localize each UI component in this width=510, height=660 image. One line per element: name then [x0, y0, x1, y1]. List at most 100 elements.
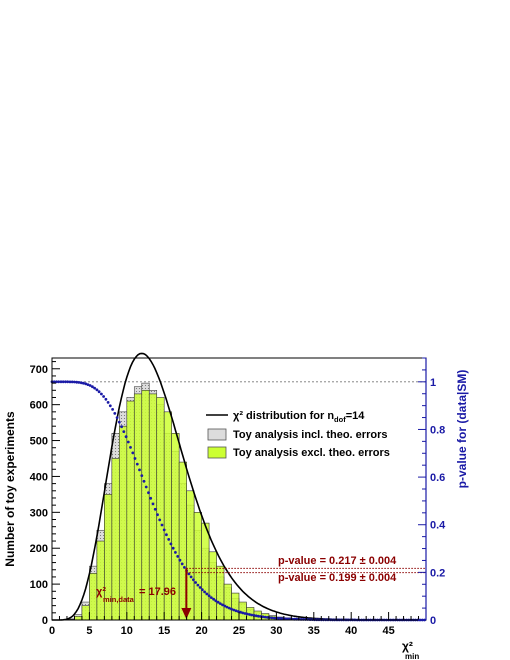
x-axis-label: χ² — [402, 639, 413, 653]
pvalue-point — [95, 388, 99, 392]
x-tick-label: 20 — [195, 625, 207, 637]
pvalue-point — [91, 385, 94, 389]
chi2-data-sub: min,data — [103, 595, 135, 604]
pvalue-point — [225, 605, 229, 609]
y-right-tick-label: 1 — [430, 377, 436, 389]
y-axis-right: 0 0.2 0.4 0.6 0.8 1 — [418, 357, 446, 627]
hist-excl-bar — [126, 400, 135, 621]
pvalue-point — [221, 603, 224, 607]
pvalue-point — [102, 395, 105, 398]
data-arrow-group — [181, 568, 192, 619]
legend-incl-label: Toy analysis incl. theo. errors — [233, 429, 387, 441]
pvalue-point — [135, 462, 139, 466]
x-tick-label: 10 — [121, 625, 133, 637]
pvalue-point — [68, 380, 72, 384]
pvalue-point — [266, 616, 269, 619]
pvalue-point — [174, 551, 177, 554]
x-tick-label: 0 — [49, 625, 55, 637]
x-tick-label: 35 — [308, 625, 320, 637]
legend: χ² distribution for ndof=14 Toy analysis… — [206, 410, 390, 459]
pvalue-point — [270, 616, 274, 620]
pvalue-point — [196, 583, 200, 587]
pvalue-point — [147, 491, 150, 495]
pvalue-point — [61, 380, 65, 384]
y-left-tick-label: 700 — [30, 364, 48, 376]
y-right-tick-label: 0.2 — [430, 567, 445, 579]
pvalue-point — [167, 538, 171, 541]
pvalue-point — [187, 572, 191, 576]
pvalue-point — [254, 614, 258, 618]
pvalue-point — [142, 479, 146, 483]
hist-excl-bar — [96, 540, 105, 621]
pvalue-point — [97, 390, 101, 394]
hist-excl-bar — [223, 583, 232, 621]
y-left-tick-label: 0 — [42, 615, 48, 627]
pvalue-point — [162, 528, 166, 532]
pvalue-point — [239, 610, 242, 614]
pvalue-point — [243, 612, 247, 615]
pvalue-point — [73, 380, 76, 384]
pvalue-point — [192, 578, 195, 582]
pvalue-point — [230, 607, 233, 611]
chi2-data-value: = 17.96 — [139, 586, 176, 598]
pvalue-point — [232, 608, 236, 612]
x-axis-label-sub: min — [405, 652, 419, 660]
pvalue-point — [178, 558, 182, 562]
chi2-data-annotation: χ² min,data = 17.96 — [96, 586, 176, 604]
pvalue-point — [79, 381, 83, 385]
pvalue-point — [169, 542, 173, 546]
y-right-tick-label: 0 — [430, 615, 436, 627]
x-tick-label: 40 — [345, 625, 357, 637]
pvalue-point — [180, 562, 184, 566]
pvalue-point — [117, 420, 121, 424]
pvalue-point — [277, 616, 280, 620]
pvalue-point — [207, 594, 211, 598]
pvalue-point — [198, 586, 202, 589]
pvalue-point — [115, 416, 119, 419]
legend-chi2-label-main: χ² distribution for n — [233, 410, 334, 422]
pvalue-point — [261, 615, 265, 619]
legend-excl-swatch — [207, 446, 227, 459]
pvalue-point — [284, 617, 287, 621]
pvalue-point — [227, 606, 231, 610]
pvalue-point — [55, 380, 58, 384]
pvalue-point — [126, 440, 130, 444]
pvalue-point — [194, 581, 198, 584]
pvalue-point — [133, 457, 137, 460]
chi2-data-symbol: χ² — [96, 586, 106, 598]
x-tick-label: 30 — [270, 625, 282, 637]
pvalue-point — [66, 380, 70, 384]
pvalue-point — [138, 468, 141, 472]
pvalue-point — [223, 604, 227, 608]
hist-excl-bar — [193, 512, 202, 621]
pvalue-lines-group — [186, 567, 426, 574]
pvalue-point — [93, 386, 96, 390]
hist-excl-bar — [216, 565, 225, 621]
pvalue-point — [165, 533, 168, 537]
pvalue-point — [272, 616, 276, 620]
y-left-tick-label: 600 — [30, 400, 48, 412]
legend-chi2-label: χ² distribution for ndof=14 — [233, 410, 365, 424]
pvalue-point — [120, 425, 123, 429]
pvalue-point — [144, 485, 148, 489]
pvalue-point — [75, 380, 79, 384]
pvalue-point — [214, 599, 218, 603]
x-tick-label: 5 — [86, 625, 92, 637]
pvalue-point — [234, 609, 238, 613]
pvalue-point — [106, 401, 110, 404]
y-axis-left-label: Number of toy experiments — [3, 411, 17, 567]
pvalue-point — [183, 566, 186, 569]
pvalue-point — [263, 615, 267, 619]
pvalue-point — [70, 380, 74, 384]
pvalue-point — [216, 600, 220, 604]
pvalue-point — [248, 613, 251, 616]
legend-excl-label: Toy analysis excl. theo. errors — [233, 447, 390, 459]
hist-excl-bar — [201, 522, 210, 621]
pvalue-annotation-2: p-value = 0.199 ± 0.004 — [278, 572, 397, 584]
pvalue-point — [205, 592, 209, 596]
y-right-tick-label: 0.8 — [430, 424, 445, 436]
y-right-tick-label: 0.6 — [430, 472, 445, 484]
pvalue-point — [153, 507, 157, 511]
pvalue-point — [158, 518, 162, 522]
pvalue-point — [140, 474, 144, 477]
